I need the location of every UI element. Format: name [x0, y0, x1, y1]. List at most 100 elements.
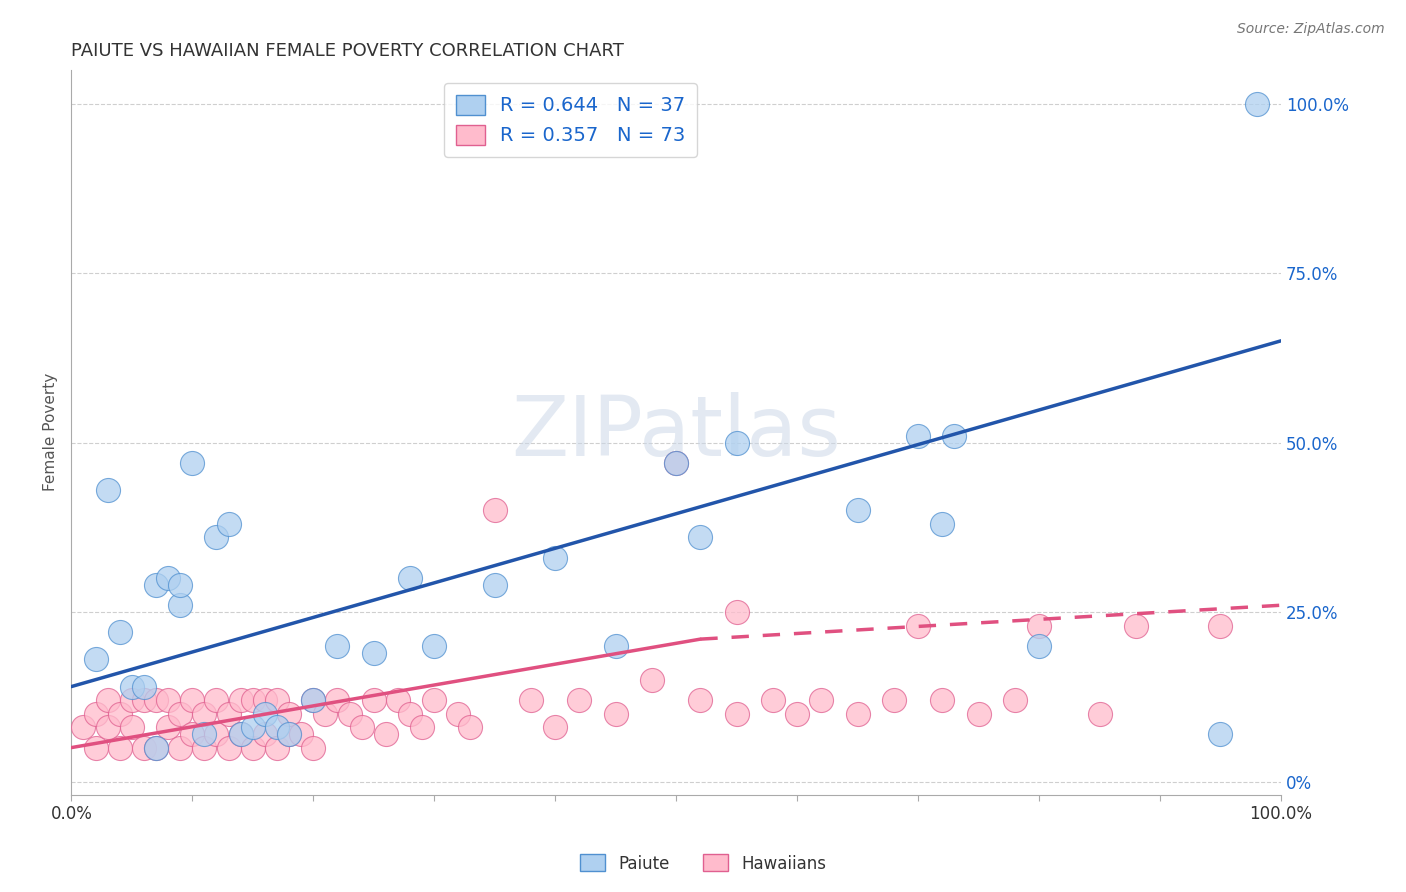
Point	[205, 727, 228, 741]
Point	[423, 693, 446, 707]
Point	[266, 740, 288, 755]
Point	[411, 720, 433, 734]
Point	[326, 639, 349, 653]
Point	[544, 550, 567, 565]
Point	[943, 429, 966, 443]
Point	[181, 456, 204, 470]
Point	[169, 599, 191, 613]
Point	[218, 740, 240, 755]
Point	[121, 680, 143, 694]
Point	[326, 693, 349, 707]
Point	[205, 531, 228, 545]
Point	[84, 706, 107, 721]
Point	[229, 727, 252, 741]
Point	[229, 727, 252, 741]
Y-axis label: Female Poverty: Female Poverty	[44, 373, 58, 491]
Point	[350, 720, 373, 734]
Point	[544, 720, 567, 734]
Point	[568, 693, 591, 707]
Point	[290, 727, 312, 741]
Point	[84, 740, 107, 755]
Point	[1088, 706, 1111, 721]
Point	[181, 727, 204, 741]
Point	[641, 673, 664, 687]
Point	[242, 740, 264, 755]
Point	[97, 693, 120, 707]
Point	[132, 740, 155, 755]
Legend: R = 0.644   N = 37, R = 0.357   N = 73: R = 0.644 N = 37, R = 0.357 N = 73	[444, 83, 697, 157]
Point	[374, 727, 396, 741]
Point	[278, 727, 301, 741]
Point	[447, 706, 470, 721]
Point	[846, 503, 869, 517]
Point	[689, 693, 711, 707]
Point	[253, 727, 276, 741]
Point	[132, 693, 155, 707]
Legend: Paiute, Hawaiians: Paiute, Hawaiians	[574, 847, 832, 880]
Point	[193, 740, 215, 755]
Point	[907, 618, 929, 632]
Point	[484, 503, 506, 517]
Point	[363, 693, 385, 707]
Point	[218, 516, 240, 531]
Text: PAIUTE VS HAWAIIAN FEMALE POVERTY CORRELATION CHART: PAIUTE VS HAWAIIAN FEMALE POVERTY CORREL…	[72, 42, 624, 60]
Point	[907, 429, 929, 443]
Point	[725, 605, 748, 619]
Point	[121, 720, 143, 734]
Point	[665, 456, 688, 470]
Point	[218, 706, 240, 721]
Point	[253, 706, 276, 721]
Point	[931, 516, 953, 531]
Point	[278, 706, 301, 721]
Point	[399, 706, 422, 721]
Point	[242, 720, 264, 734]
Point	[242, 693, 264, 707]
Text: Source: ZipAtlas.com: Source: ZipAtlas.com	[1237, 22, 1385, 37]
Point	[145, 740, 167, 755]
Point	[253, 693, 276, 707]
Point	[302, 740, 325, 755]
Point	[1004, 693, 1026, 707]
Point	[423, 639, 446, 653]
Point	[266, 693, 288, 707]
Point	[725, 706, 748, 721]
Point	[1125, 618, 1147, 632]
Point	[399, 571, 422, 585]
Text: ZIPatlas: ZIPatlas	[512, 392, 841, 473]
Point	[387, 693, 409, 707]
Point	[762, 693, 785, 707]
Point	[665, 456, 688, 470]
Point	[193, 706, 215, 721]
Point	[121, 693, 143, 707]
Point	[484, 578, 506, 592]
Point	[169, 740, 191, 755]
Point	[145, 693, 167, 707]
Point	[108, 625, 131, 640]
Point	[97, 720, 120, 734]
Point	[169, 578, 191, 592]
Point	[689, 531, 711, 545]
Point	[810, 693, 832, 707]
Point	[205, 693, 228, 707]
Point	[725, 435, 748, 450]
Point	[181, 693, 204, 707]
Point	[1028, 618, 1050, 632]
Point	[132, 680, 155, 694]
Point	[72, 720, 94, 734]
Point	[108, 740, 131, 755]
Point	[605, 706, 627, 721]
Point	[169, 706, 191, 721]
Point	[266, 720, 288, 734]
Point	[605, 639, 627, 653]
Point	[520, 693, 543, 707]
Point	[846, 706, 869, 721]
Point	[145, 578, 167, 592]
Point	[157, 693, 180, 707]
Point	[1209, 727, 1232, 741]
Point	[339, 706, 361, 721]
Point	[1246, 96, 1268, 111]
Point	[786, 706, 808, 721]
Point	[157, 571, 180, 585]
Point	[363, 646, 385, 660]
Point	[302, 693, 325, 707]
